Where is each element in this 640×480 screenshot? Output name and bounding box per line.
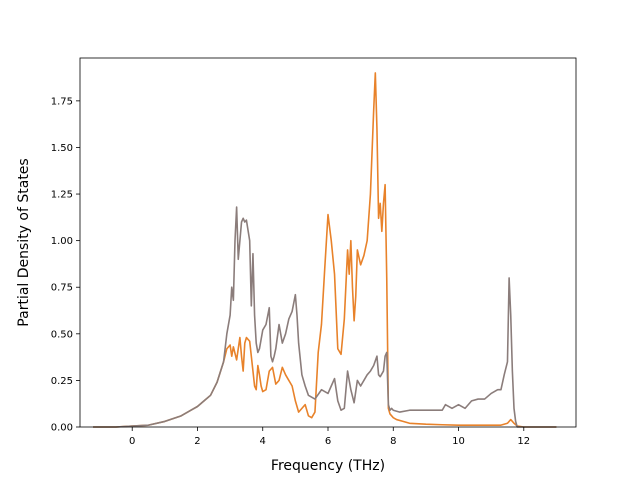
series-line-2	[93, 206, 557, 428]
x-tick-label: 0	[129, 436, 135, 447]
y-tick-label: 1.00	[51, 236, 73, 247]
y-tick-label: 0.50	[51, 329, 73, 340]
y-axis-label: Partial Density of States	[16, 158, 32, 326]
x-tick-label: 6	[325, 436, 331, 447]
y-tick-label: 1.50	[51, 143, 73, 154]
series-line-1	[93, 72, 557, 428]
y-tick-label: 0.75	[51, 283, 73, 294]
y-tick-label: 1.25	[51, 190, 73, 201]
series-layer	[93, 72, 557, 428]
y-axis-ticks: 0.00 0.25 0.50 0.75 1.00 1.25 1.50 1.75	[51, 96, 80, 434]
y-tick-label: 0.25	[51, 376, 73, 387]
x-tick-label: 8	[390, 436, 396, 447]
x-tick-label: 12	[517, 436, 530, 447]
x-tick-label: 10	[452, 436, 465, 447]
x-axis-label: Frequency (THz)	[271, 458, 385, 474]
x-tick-label: 4	[260, 436, 266, 447]
y-tick-label: 1.75	[51, 96, 73, 107]
y-tick-label: 0.00	[51, 423, 73, 434]
x-tick-label: 2	[194, 436, 200, 447]
x-axis-ticks: 0 2 4 6 8 10 12	[129, 427, 530, 447]
